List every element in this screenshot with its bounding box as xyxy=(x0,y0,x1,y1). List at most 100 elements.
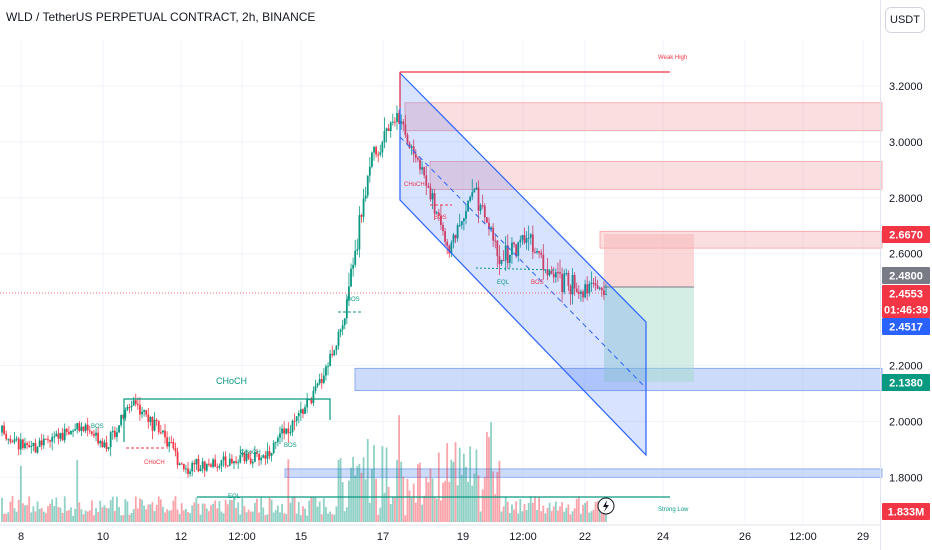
volume-bar xyxy=(544,513,547,522)
volume-bar xyxy=(511,504,513,522)
candle-body xyxy=(375,146,378,155)
candle-body xyxy=(312,390,315,404)
candle-body xyxy=(279,433,281,438)
volume-bar xyxy=(214,500,217,522)
candle-body xyxy=(485,217,488,223)
candle-body xyxy=(410,146,413,148)
volume-bar xyxy=(400,461,403,522)
candle-body xyxy=(425,175,428,186)
volume-bar xyxy=(318,501,321,522)
volume-bar xyxy=(233,498,235,522)
candle-body xyxy=(76,423,79,430)
y-tick-label: 2.6000 xyxy=(889,249,923,261)
candle-body xyxy=(74,429,77,431)
volume-bar xyxy=(193,502,196,522)
candle-body xyxy=(174,448,177,452)
volume-bar xyxy=(316,506,319,522)
candle-body xyxy=(360,215,363,217)
volume-bar xyxy=(245,512,248,522)
volume-bar xyxy=(550,511,553,522)
volume-bar xyxy=(281,503,283,522)
candle-body xyxy=(19,439,22,450)
volume-bar xyxy=(375,478,378,522)
candle-body xyxy=(149,416,152,423)
volume-bar xyxy=(256,498,258,522)
volume-bar xyxy=(471,485,474,522)
volume-bar xyxy=(197,503,200,522)
candle-body xyxy=(575,288,578,292)
candle-body xyxy=(406,134,409,144)
volume-bar xyxy=(93,515,95,522)
candle-body xyxy=(235,461,237,463)
candle-body xyxy=(546,269,549,276)
candle-body xyxy=(268,451,271,456)
candle-body xyxy=(584,284,587,298)
candle-body xyxy=(30,445,33,447)
volume-bar xyxy=(322,498,325,522)
volume-bar xyxy=(97,512,100,522)
volume-bar xyxy=(373,445,375,522)
candle-body xyxy=(573,274,576,289)
candle-body xyxy=(322,375,325,383)
candle-body xyxy=(78,423,81,432)
candle-body xyxy=(423,167,426,176)
volume-bar xyxy=(456,485,459,522)
candle-body xyxy=(327,366,329,368)
candle-body xyxy=(70,430,72,435)
candle-body xyxy=(408,143,411,148)
volume-bar xyxy=(111,496,114,522)
volume-bar xyxy=(517,513,520,522)
volume-bar xyxy=(72,515,74,522)
volume-bar xyxy=(30,512,33,522)
volume-bar xyxy=(569,514,572,522)
candle-body xyxy=(61,432,64,441)
volume-bar xyxy=(155,504,158,522)
candle-body xyxy=(554,272,557,278)
annotation-strong_low: Strong Low xyxy=(658,507,689,513)
candle-body xyxy=(166,437,169,447)
candle-body xyxy=(122,414,125,419)
zone-red_zone_1 xyxy=(404,102,883,132)
volume-bar xyxy=(567,504,570,522)
volume-bar xyxy=(379,507,382,522)
candle-body xyxy=(483,205,486,218)
eql-line xyxy=(475,267,556,271)
candle-body xyxy=(130,405,133,408)
candle-body xyxy=(136,403,139,405)
volume-bar xyxy=(320,514,323,522)
volume-bar xyxy=(304,508,306,522)
volume-bar xyxy=(61,512,64,522)
volume-bar xyxy=(176,509,179,522)
candle-body xyxy=(565,272,568,274)
volume-bar xyxy=(337,460,340,522)
currency-button[interactable]: USDT xyxy=(885,7,925,33)
candle-body xyxy=(47,439,49,441)
volume-bar xyxy=(429,468,432,522)
volume-bar xyxy=(314,496,317,522)
volume-bar xyxy=(182,510,185,522)
candle-body xyxy=(191,462,194,472)
candle-body xyxy=(295,416,298,421)
candle-body xyxy=(7,438,10,440)
candle-body xyxy=(377,154,380,156)
volume-bar xyxy=(15,511,18,522)
candle-body xyxy=(431,193,434,200)
candle-body xyxy=(437,212,440,216)
volume-bar xyxy=(174,496,177,522)
volume-bar xyxy=(189,513,191,522)
candle-body xyxy=(178,463,181,465)
volume-bar xyxy=(412,483,415,522)
volume-bar xyxy=(473,473,476,522)
candle-body xyxy=(561,273,564,293)
candle-body xyxy=(506,245,509,263)
volume-bar xyxy=(293,496,296,522)
annotation-bos: BOS xyxy=(284,443,297,449)
volume-bar xyxy=(136,508,139,522)
volume-bar xyxy=(582,504,584,522)
volume-bar xyxy=(157,496,160,522)
candle-body xyxy=(113,430,116,437)
candle-body xyxy=(11,441,14,443)
candle-body xyxy=(504,245,507,261)
x-tick-label: 12:00 xyxy=(228,531,256,543)
